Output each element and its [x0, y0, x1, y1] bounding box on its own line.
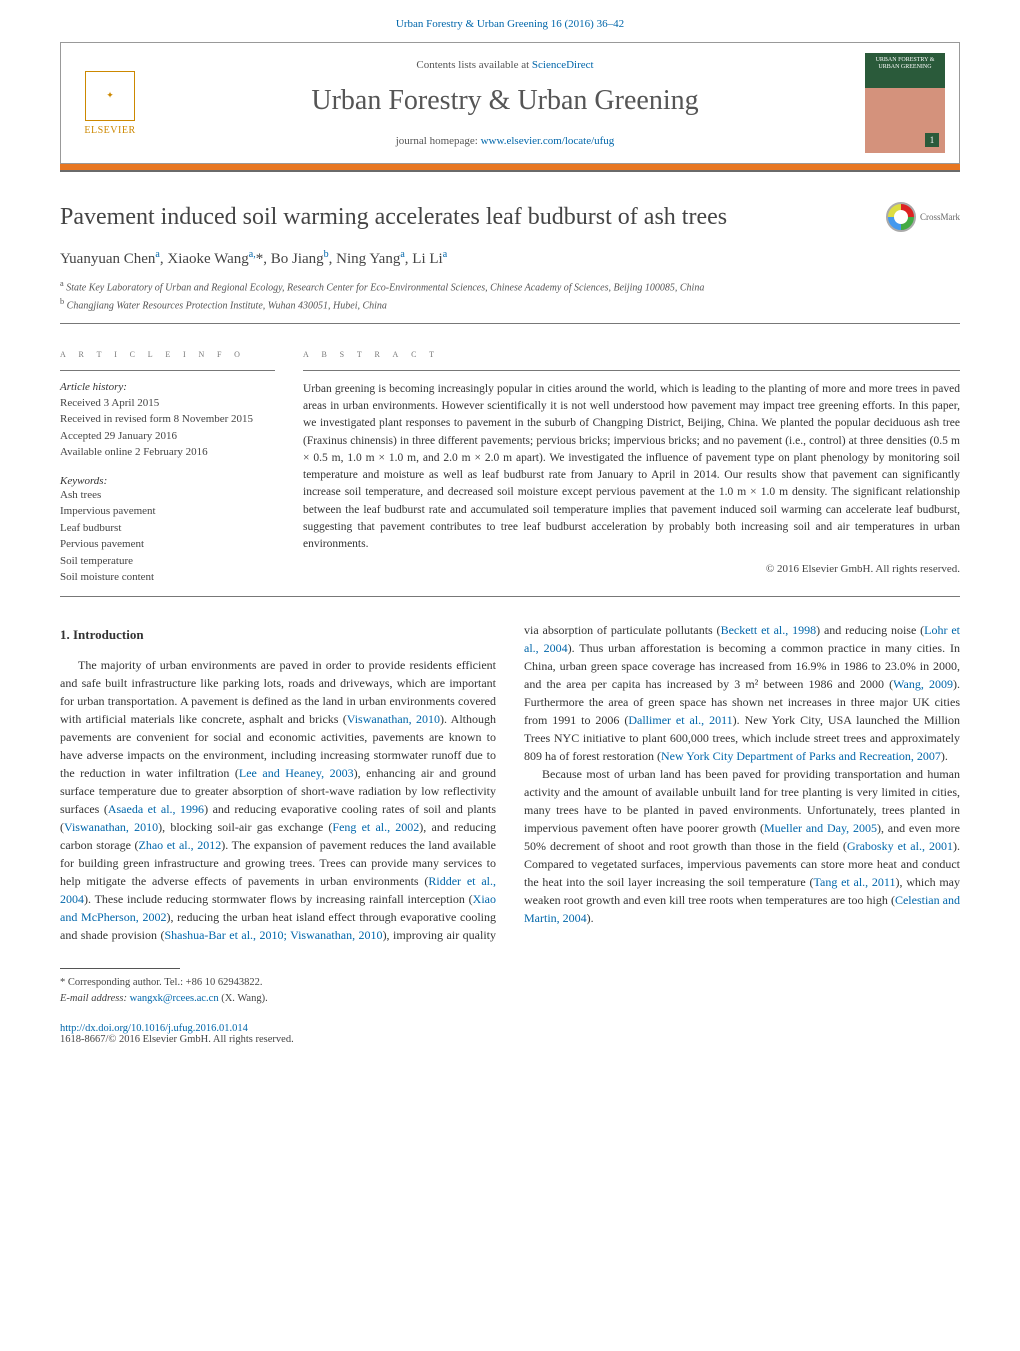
- citation-link[interactable]: Shashua-Bar et al., 2010; Viswanathan, 2…: [164, 928, 382, 942]
- article-info-column: a r t i c l e i n f o Article history: R…: [60, 334, 275, 586]
- homepage-label: journal homepage:: [396, 135, 481, 147]
- abstract-column: a b s t r a c t Urban greening is becomi…: [303, 334, 960, 586]
- citation-link[interactable]: New York City Department of Parks and Re…: [661, 749, 941, 763]
- citation-link[interactable]: Mueller and Day, 2005: [764, 821, 877, 835]
- body-paragraph-2: Because most of urban land has been pave…: [524, 765, 960, 927]
- journal-reference-link[interactable]: Urban Forestry & Urban Greening 16 (2016…: [396, 18, 624, 30]
- citation-link[interactable]: Zhao et al., 2012: [138, 838, 221, 852]
- crossmark-icon: [886, 202, 916, 232]
- keyword-list: Ash treesImpervious pavementLeaf budburs…: [60, 487, 275, 586]
- footer-meta: http://dx.doi.org/10.1016/j.ufug.2016.01…: [60, 1023, 960, 1045]
- corresponding-author-note: * Corresponding author. Tel.: +86 10 629…: [60, 975, 480, 991]
- sciencedirect-link[interactable]: ScienceDirect: [532, 59, 594, 71]
- citation-link[interactable]: Viswanathan, 2010: [347, 712, 440, 726]
- keywords-label: Keywords:: [60, 475, 275, 487]
- article-info-heading: a r t i c l e i n f o: [60, 348, 275, 360]
- author-list: Yuanyuan Chena, Xiaoke Wanga,*, Bo Jiang…: [60, 249, 960, 268]
- doi-link[interactable]: http://dx.doi.org/10.1016/j.ufug.2016.01…: [60, 1023, 248, 1034]
- citation-link[interactable]: Asaeda et al., 1996: [108, 802, 204, 816]
- citation-link[interactable]: Wang, 2009: [893, 677, 953, 691]
- elsevier-tree-icon: ✦: [85, 71, 135, 121]
- section-heading-introduction: 1. Introduction: [60, 625, 496, 645]
- journal-cover-thumbnail: URBAN FORESTRY & URBAN GREENING 1: [865, 53, 945, 153]
- footnotes: * Corresponding author. Tel.: +86 10 629…: [60, 968, 480, 1007]
- journal-header: ✦ ELSEVIER Contents lists available at S…: [60, 42, 960, 164]
- homepage-line: journal homepage: www.elsevier.com/locat…: [145, 135, 865, 147]
- header-accent-bar: [60, 164, 960, 172]
- journal-title: Urban Forestry & Urban Greening: [145, 85, 865, 117]
- homepage-link[interactable]: www.elsevier.com/locate/ufug: [481, 135, 615, 147]
- crossmark-badge[interactable]: CrossMark: [886, 202, 960, 232]
- abstract-text: Urban greening is becoming increasingly …: [303, 381, 960, 554]
- email-label: E-mail address:: [60, 993, 130, 1004]
- citation-link[interactable]: Beckett et al., 1998: [721, 623, 817, 637]
- abstract-heading: a b s t r a c t: [303, 348, 960, 360]
- citation-link[interactable]: Feng et al., 2002: [332, 820, 419, 834]
- header-center: Contents lists available at ScienceDirec…: [145, 59, 865, 147]
- email-line: E-mail address: wangxk@rcees.ac.cn (X. W…: [60, 991, 480, 1007]
- article-title: Pavement induced soil warming accelerate…: [60, 202, 960, 233]
- article-history: Received 3 April 2015Received in revised…: [60, 395, 275, 461]
- citation-link[interactable]: Tang et al., 2011: [814, 875, 896, 889]
- article-body: 1. Introduction The majority of urban en…: [60, 621, 960, 945]
- issn-copyright: 1618-8667/© 2016 Elsevier GmbH. All righ…: [60, 1034, 294, 1045]
- citation-link[interactable]: Viswanathan, 2010: [64, 820, 158, 834]
- publisher-name: ELSEVIER: [84, 125, 135, 136]
- cover-title: URBAN FORESTRY & URBAN GREENING: [869, 57, 941, 71]
- citation-link[interactable]: Lee and Heaney, 2003: [239, 766, 354, 780]
- section-divider-2: [60, 596, 960, 597]
- journal-reference: Urban Forestry & Urban Greening 16 (2016…: [0, 0, 1020, 42]
- history-label: Article history:: [60, 381, 275, 393]
- info-abstract-row: a r t i c l e i n f o Article history: R…: [60, 334, 960, 586]
- citation-link[interactable]: Grabosky et al., 2001: [847, 839, 953, 853]
- cover-issue-badge: 1: [925, 133, 939, 147]
- citation-link[interactable]: Dallimer et al., 2011: [628, 713, 732, 727]
- contents-available-line: Contents lists available at ScienceDirec…: [145, 59, 865, 71]
- affiliation-list: a State Key Laboratory of Urban and Regi…: [60, 278, 960, 313]
- abstract-copyright: © 2016 Elsevier GmbH. All rights reserve…: [303, 563, 960, 575]
- publisher-logo: ✦ ELSEVIER: [75, 71, 145, 136]
- crossmark-label: CrossMark: [920, 212, 960, 222]
- email-suffix: (X. Wang).: [219, 993, 268, 1004]
- section-divider: [60, 323, 960, 324]
- article-header: CrossMark Pavement induced soil warming …: [60, 202, 960, 313]
- corresponding-email-link[interactable]: wangxk@rcees.ac.cn: [130, 993, 219, 1004]
- contents-text: Contents lists available at: [416, 59, 531, 71]
